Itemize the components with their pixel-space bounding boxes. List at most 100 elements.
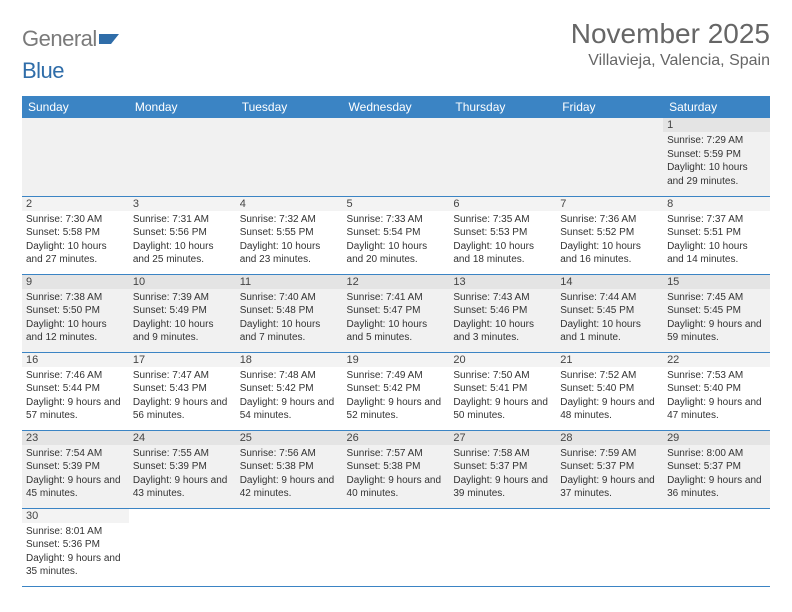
sunset-text: Sunset: 5:40 PM xyxy=(667,382,766,396)
sunrise-text: Sunrise: 7:31 AM xyxy=(133,213,232,227)
day-cell: .. xyxy=(22,118,129,196)
day-details: Sunrise: 7:57 AMSunset: 5:38 PMDaylight:… xyxy=(343,445,450,505)
day-details: Sunrise: 7:38 AMSunset: 5:50 PMDaylight:… xyxy=(22,289,129,349)
daylight-text: Daylight: 9 hours and 57 minutes. xyxy=(26,396,125,423)
sunrise-text: Sunrise: 8:00 AM xyxy=(667,447,766,461)
day-header: Monday xyxy=(129,96,236,118)
day-number: 27 xyxy=(449,431,556,445)
daylight-text: Daylight: 10 hours and 18 minutes. xyxy=(453,240,552,267)
sunrise-text: Sunrise: 7:47 AM xyxy=(133,369,232,383)
day-cell: 26Sunrise: 7:57 AMSunset: 5:38 PMDayligh… xyxy=(343,430,450,508)
day-number: 17 xyxy=(129,353,236,367)
day-header: Wednesday xyxy=(343,96,450,118)
logo-text-general: General xyxy=(22,26,97,51)
day-details: Sunrise: 7:56 AMSunset: 5:38 PMDaylight:… xyxy=(236,445,343,505)
week-row: 23Sunrise: 7:54 AMSunset: 5:39 PMDayligh… xyxy=(22,430,770,508)
day-details: Sunrise: 7:47 AMSunset: 5:43 PMDaylight:… xyxy=(129,367,236,427)
month-title: November 2025 xyxy=(571,18,770,50)
day-cell: 10Sunrise: 7:39 AMSunset: 5:49 PMDayligh… xyxy=(129,274,236,352)
sunrise-text: Sunrise: 7:29 AM xyxy=(667,134,766,148)
daylight-text: Daylight: 9 hours and 39 minutes. xyxy=(453,474,552,501)
day-number: 9 xyxy=(22,275,129,289)
sunrise-text: Sunrise: 7:33 AM xyxy=(347,213,446,227)
daylight-text: Daylight: 10 hours and 1 minute. xyxy=(560,318,659,345)
sunset-text: Sunset: 5:56 PM xyxy=(133,226,232,240)
day-number: 22 xyxy=(663,353,770,367)
day-cell: 28Sunrise: 7:59 AMSunset: 5:37 PMDayligh… xyxy=(556,430,663,508)
day-number: 28 xyxy=(556,431,663,445)
day-number: 18 xyxy=(236,353,343,367)
day-cell: 2Sunrise: 7:30 AMSunset: 5:58 PMDaylight… xyxy=(22,196,129,274)
day-header: Thursday xyxy=(449,96,556,118)
sunset-text: Sunset: 5:41 PM xyxy=(453,382,552,396)
day-cell: .. xyxy=(236,508,343,586)
sunset-text: Sunset: 5:48 PM xyxy=(240,304,339,318)
day-number: 11 xyxy=(236,275,343,289)
day-details: Sunrise: 7:59 AMSunset: 5:37 PMDaylight:… xyxy=(556,445,663,505)
day-details: Sunrise: 8:01 AMSunset: 5:36 PMDaylight:… xyxy=(22,523,129,583)
daylight-text: Daylight: 10 hours and 9 minutes. xyxy=(133,318,232,345)
day-number: 20 xyxy=(449,353,556,367)
sunset-text: Sunset: 5:50 PM xyxy=(26,304,125,318)
day-details: Sunrise: 7:49 AMSunset: 5:42 PMDaylight:… xyxy=(343,367,450,427)
daylight-text: Daylight: 10 hours and 3 minutes. xyxy=(453,318,552,345)
day-cell: .. xyxy=(663,508,770,586)
daylight-text: Daylight: 9 hours and 45 minutes. xyxy=(26,474,125,501)
daylight-text: Daylight: 10 hours and 12 minutes. xyxy=(26,318,125,345)
day-number: 3 xyxy=(129,197,236,211)
day-number: 25 xyxy=(236,431,343,445)
day-details: Sunrise: 7:58 AMSunset: 5:37 PMDaylight:… xyxy=(449,445,556,505)
day-cell: 18Sunrise: 7:48 AMSunset: 5:42 PMDayligh… xyxy=(236,352,343,430)
sunset-text: Sunset: 5:42 PM xyxy=(240,382,339,396)
daylight-text: Daylight: 10 hours and 14 minutes. xyxy=(667,240,766,267)
day-details: Sunrise: 7:31 AMSunset: 5:56 PMDaylight:… xyxy=(129,211,236,271)
sunrise-text: Sunrise: 7:39 AM xyxy=(133,291,232,305)
sunrise-text: Sunrise: 7:50 AM xyxy=(453,369,552,383)
daylight-text: Daylight: 9 hours and 56 minutes. xyxy=(133,396,232,423)
day-cell: 6Sunrise: 7:35 AMSunset: 5:53 PMDaylight… xyxy=(449,196,556,274)
daylight-text: Daylight: 9 hours and 43 minutes. xyxy=(133,474,232,501)
sunset-text: Sunset: 5:37 PM xyxy=(560,460,659,474)
sunset-text: Sunset: 5:39 PM xyxy=(26,460,125,474)
day-number: 1 xyxy=(663,118,770,132)
day-header: Saturday xyxy=(663,96,770,118)
day-details: Sunrise: 7:52 AMSunset: 5:40 PMDaylight:… xyxy=(556,367,663,427)
day-cell: .. xyxy=(129,118,236,196)
day-number: 4 xyxy=(236,197,343,211)
day-cell: 16Sunrise: 7:46 AMSunset: 5:44 PMDayligh… xyxy=(22,352,129,430)
day-of-week-row: SundayMondayTuesdayWednesdayThursdayFrid… xyxy=(22,96,770,118)
daylight-text: Daylight: 9 hours and 50 minutes. xyxy=(453,396,552,423)
day-number: 16 xyxy=(22,353,129,367)
logo-text-blue: Blue xyxy=(22,58,64,83)
sunset-text: Sunset: 5:45 PM xyxy=(560,304,659,318)
sunrise-text: Sunrise: 7:38 AM xyxy=(26,291,125,305)
daylight-text: Daylight: 9 hours and 47 minutes. xyxy=(667,396,766,423)
daylight-text: Daylight: 9 hours and 42 minutes. xyxy=(240,474,339,501)
day-number: 8 xyxy=(663,197,770,211)
day-cell: 23Sunrise: 7:54 AMSunset: 5:39 PMDayligh… xyxy=(22,430,129,508)
day-details: Sunrise: 7:43 AMSunset: 5:46 PMDaylight:… xyxy=(449,289,556,349)
sunset-text: Sunset: 5:58 PM xyxy=(26,226,125,240)
day-details: Sunrise: 7:46 AMSunset: 5:44 PMDaylight:… xyxy=(22,367,129,427)
day-cell: .. xyxy=(343,118,450,196)
sunrise-text: Sunrise: 7:32 AM xyxy=(240,213,339,227)
day-cell: 7Sunrise: 7:36 AMSunset: 5:52 PMDaylight… xyxy=(556,196,663,274)
day-cell: 17Sunrise: 7:47 AMSunset: 5:43 PMDayligh… xyxy=(129,352,236,430)
daylight-text: Daylight: 10 hours and 7 minutes. xyxy=(240,318,339,345)
sunset-text: Sunset: 5:38 PM xyxy=(347,460,446,474)
week-row: 16Sunrise: 7:46 AMSunset: 5:44 PMDayligh… xyxy=(22,352,770,430)
day-cell: 19Sunrise: 7:49 AMSunset: 5:42 PMDayligh… xyxy=(343,352,450,430)
day-details: Sunrise: 7:54 AMSunset: 5:39 PMDaylight:… xyxy=(22,445,129,505)
daylight-text: Daylight: 9 hours and 37 minutes. xyxy=(560,474,659,501)
day-cell: .. xyxy=(343,508,450,586)
sunset-text: Sunset: 5:47 PM xyxy=(347,304,446,318)
daylight-text: Daylight: 9 hours and 59 minutes. xyxy=(667,318,766,345)
day-number: 14 xyxy=(556,275,663,289)
week-row: ............1Sunrise: 7:29 AMSunset: 5:5… xyxy=(22,118,770,196)
day-header: Friday xyxy=(556,96,663,118)
sunrise-text: Sunrise: 7:44 AM xyxy=(560,291,659,305)
sunrise-text: Sunrise: 7:49 AM xyxy=(347,369,446,383)
day-number: 13 xyxy=(449,275,556,289)
logo: General Blue xyxy=(22,26,121,84)
day-header: Sunday xyxy=(22,96,129,118)
